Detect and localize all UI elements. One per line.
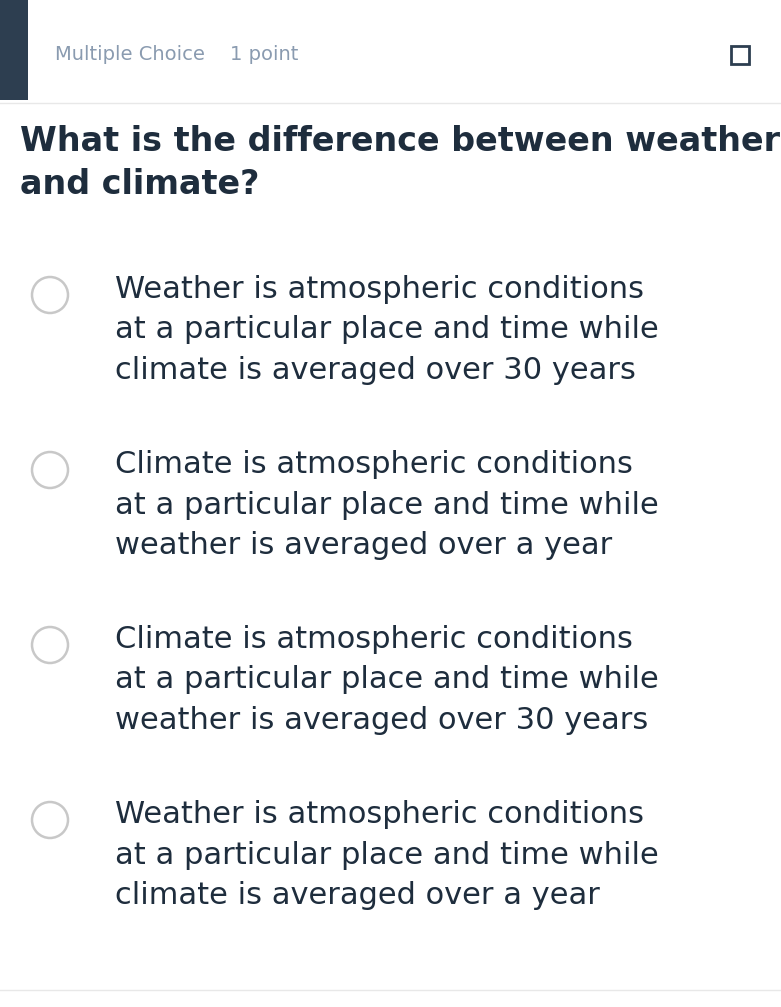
Text: Weather is atmospheric conditions
at a particular place and time while
climate i: Weather is atmospheric conditions at a p…	[115, 800, 658, 910]
Text: Climate is atmospheric conditions
at a particular place and time while
weather i: Climate is atmospheric conditions at a p…	[115, 625, 658, 735]
Text: Climate is atmospheric conditions
at a particular place and time while
weather i: Climate is atmospheric conditions at a p…	[115, 450, 658, 560]
Text: Multiple Choice: Multiple Choice	[55, 45, 205, 64]
Text: 1 point: 1 point	[230, 45, 298, 64]
Text: Weather is atmospheric conditions
at a particular place and time while
climate i: Weather is atmospheric conditions at a p…	[115, 275, 658, 385]
Bar	[0, 0, 28, 100]
Text: What is the difference between weather
and climate?: What is the difference between weather a…	[20, 125, 780, 201]
